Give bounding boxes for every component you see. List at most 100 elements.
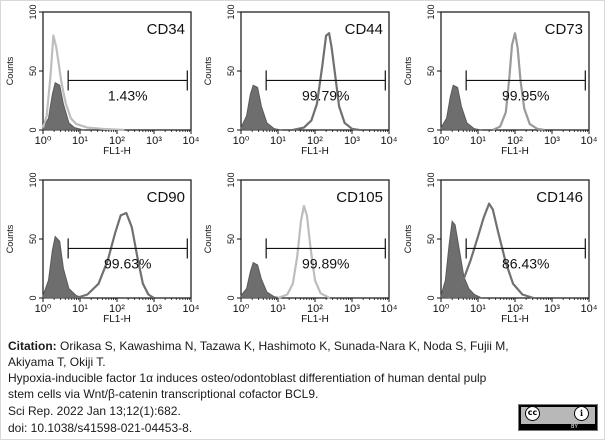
control-histogram-fill [440,84,482,131]
journal-reference: Sci Rep. 2022 Jan 13;12(1):682. [8,404,181,418]
y-tick-label: 50 [426,234,436,244]
citation-authors-line2: Akiyama T, Okiji T. [8,355,106,369]
x-tick-label: 10⁰ [233,135,250,147]
histogram-panel-cd73: CD73 99.95% 10⁰ 10¹ 10² 10³ 10⁴ FL1-H 0 50 100 Coun… [403,4,598,157]
x-tick-label: 10⁰ [35,135,52,147]
x-tick-label: 10⁴ [581,303,598,315]
histogram-panel-cd90: CD90 99.63% 10⁰ 10¹ 10² 10³ 10⁴ FL1-H 0 50 100 Coun… [5,172,200,325]
y-tick-label: 100 [426,172,436,187]
control-histogram-fill [42,82,84,131]
by-attribution-icon: i [574,406,589,421]
x-tick-label: 10⁴ [183,135,200,147]
y-axis-label: Counts [403,56,413,85]
x-axis-label: FL1-H [501,314,529,325]
x-tick-label: 10⁰ [433,135,450,147]
x-tick-label: 10³ [544,135,560,147]
y-axis-label: Counts [203,56,213,85]
y-tick-label: 0 [226,295,236,300]
article-title-line2: stem cells via Wnt/β-catenin transcripti… [8,387,319,401]
y-axis-label: Counts [5,224,15,253]
x-tick-label: 10³ [344,135,360,147]
positive-percentage: 99.79% [302,87,349,103]
x-tick-label: 10³ [146,135,162,147]
article-title-line1: Hypoxia-inducible factor 1α induces oste… [8,371,487,385]
x-tick-label: 10¹ [72,135,88,147]
sample-histogram-line [292,32,360,132]
positive-percentage: 86.43% [502,255,549,271]
y-tick-label: 50 [226,234,236,244]
sample-histogram-line [277,204,331,300]
citation-label: Citation: [8,339,57,353]
marker-label: CD73 [545,21,583,38]
x-axis-label: FL1-H [103,146,131,157]
marker-label: CD105 [336,189,383,206]
x-tick-label: 10² [507,135,523,147]
cc-icon: cc [525,406,540,421]
x-tick-label: 10¹ [270,135,286,147]
histogram-panel-cd34: CD34 1.43% 10⁰ 10¹ 10² 10³ 10⁴ FL1-H 0 50 100 Count… [5,4,200,157]
control-histogram-fill [42,235,84,299]
marker-label: CD146 [536,189,583,206]
y-axis-label: Counts [5,56,15,85]
authors-text: Orikasa S, Kawashima N, Tazawa K, Hashim… [56,339,509,353]
x-tick-label: 10¹ [470,135,486,147]
x-tick-label: 10² [307,303,323,315]
y-tick-label: 100 [28,4,38,19]
y-tick-label: 50 [426,66,436,76]
by-label: BY [571,424,579,430]
sample-histogram-line [447,202,534,300]
y-axis-label: Counts [403,224,413,253]
y-tick-label: 100 [226,172,236,187]
x-tick-label: 10² [307,135,323,147]
y-tick-label: 0 [28,295,38,300]
x-tick-label: 10⁰ [233,303,250,315]
x-tick-label: 10³ [544,303,560,315]
positive-percentage: 99.89% [302,255,349,271]
positive-percentage: 99.95% [502,87,549,103]
x-tick-label: 10² [507,303,523,315]
y-tick-label: 50 [226,66,236,76]
x-tick-label: 10⁰ [433,303,450,315]
x-tick-label: 10¹ [270,303,286,315]
x-axis-label: FL1-H [301,314,329,325]
marker-label: CD90 [147,189,185,206]
x-tick-label: 10⁴ [381,303,398,315]
x-tick-label: 10⁴ [183,303,200,315]
y-tick-label: 0 [226,127,236,132]
x-tick-label: 10⁴ [381,135,398,147]
x-tick-label: 10¹ [470,303,486,315]
flow-cytometry-histograms: CD34 1.43% 10⁰ 10¹ 10² 10³ 10⁴ FL1-H 0 50 100 Count… [5,4,598,325]
x-tick-label: 10² [109,135,125,147]
positive-percentage: 99.63% [104,255,151,271]
y-tick-label: 50 [28,66,38,76]
x-tick-label: 10³ [344,303,360,315]
cc-by-license-badge[interactable]: cc i BY [518,404,598,431]
x-tick-label: 10² [109,303,125,315]
x-tick-label: 10⁴ [581,135,598,147]
control-histogram-fill [240,84,282,131]
doi-reference: doi: 10.1038/s41598-021-04453-8. [8,421,193,435]
y-tick-label: 100 [28,172,38,187]
x-axis-label: FL1-H [301,146,329,157]
positive-percentage: 1.43% [108,87,148,103]
y-tick-label: 0 [426,127,436,132]
sample-histogram-line [75,211,155,300]
control-histogram-fill [240,261,282,299]
x-axis-label: FL1-H [501,146,529,157]
histogram-panel-cd146: CD146 86.43% 10⁰ 10¹ 10² 10³ 10⁴ FL1-H 0 50 100 Cou… [403,172,598,325]
x-tick-label: 10³ [146,303,162,315]
y-tick-label: 0 [426,295,436,300]
marker-label: CD44 [345,21,383,38]
citation-authors-line1: Citation: Orikasa S, Kawashima N, Tazawa… [8,338,509,354]
histogram-panel-cd105: CD105 99.89% 10⁰ 10¹ 10² 10³ 10⁴ FL1-H 0 50 100 Cou… [203,172,398,325]
sample-histogram-line [41,34,125,132]
x-axis-label: FL1-H [103,314,131,325]
y-tick-label: 100 [226,4,236,19]
x-tick-label: 10¹ [72,303,88,315]
marker-label: CD34 [147,21,185,38]
y-tick-label: 0 [28,127,38,132]
y-tick-label: 50 [28,234,38,244]
histogram-panel-cd44: CD44 99.79% 10⁰ 10¹ 10² 10³ 10⁴ FL1-H 0 50 100 Coun… [203,4,398,157]
x-tick-label: 10⁰ [35,303,52,315]
control-histogram-fill [440,220,482,299]
